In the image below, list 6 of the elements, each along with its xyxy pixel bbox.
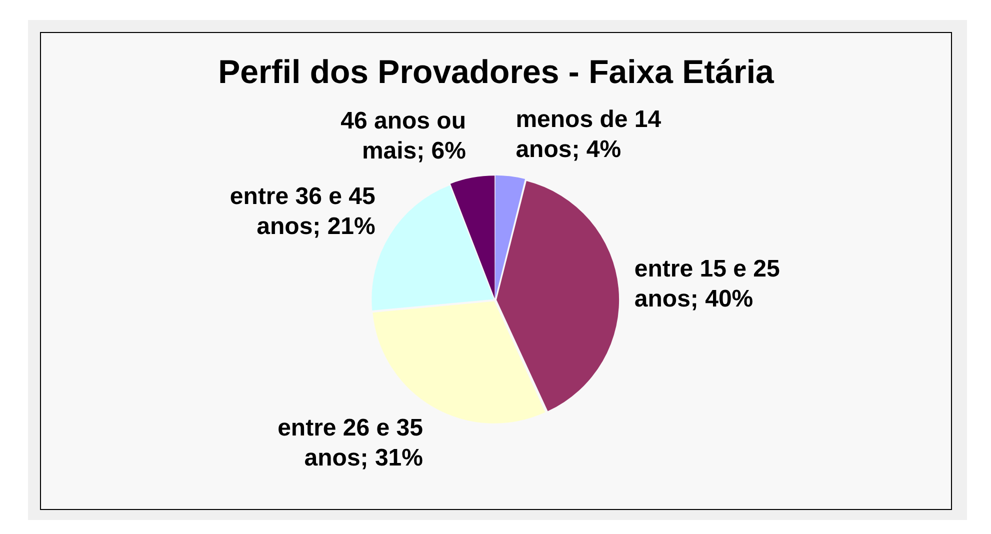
slice-label: entre 15 e 25 anos; 40%	[634, 255, 780, 312]
slice-label: menos de 14 anos; 4%	[516, 106, 662, 163]
chart-title: Perfil dos Provadores - Faixa Etária	[217, 52, 775, 92]
slice-label: entre 36 e 45 anos; 21%	[230, 183, 376, 240]
slice-label: 46 anos ou mais; 6%	[340, 107, 466, 164]
slice-label: entre 26 e 35 anos; 31%	[278, 414, 423, 472]
